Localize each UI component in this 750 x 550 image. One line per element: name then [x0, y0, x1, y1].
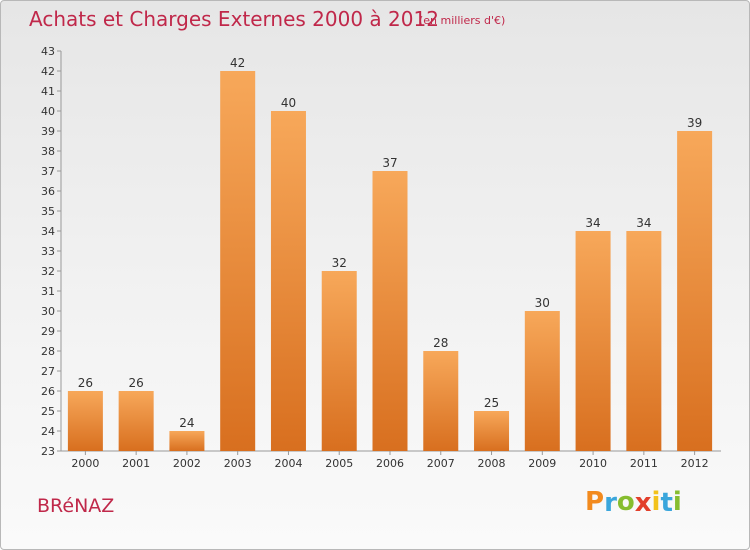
bar [270, 111, 306, 451]
bar-value-label: 32 [332, 256, 347, 270]
y-tick-label: 24 [41, 425, 55, 438]
y-tick-label: 29 [41, 325, 55, 338]
y-tick-label: 25 [41, 405, 55, 418]
y-tick-label: 39 [41, 125, 55, 138]
x-tick-label: 2008 [478, 457, 506, 470]
bar [169, 431, 205, 451]
y-tick-label: 37 [41, 165, 55, 178]
logo-letter: i [651, 487, 661, 517]
x-tick-label: 2011 [630, 457, 658, 470]
logo-letter: r [604, 488, 617, 518]
bar [372, 171, 408, 451]
bar [575, 231, 611, 451]
x-tick-label: 2012 [681, 457, 709, 470]
logo-letter: i [672, 487, 682, 517]
bar [524, 311, 560, 451]
proxiti-logo: Proxiti [585, 487, 682, 518]
y-tick-label: 41 [41, 85, 55, 98]
y-tick-label: 34 [41, 225, 55, 238]
x-tick-label: 2000 [71, 457, 99, 470]
y-tick-label: 42 [41, 65, 55, 78]
x-tick-label: 2003 [224, 457, 252, 470]
y-tick-label: 33 [41, 245, 55, 258]
y-tick-label: 28 [41, 345, 55, 358]
bar-value-label: 25 [484, 396, 499, 410]
y-tick-label: 38 [41, 145, 55, 158]
x-tick-label: 2006 [376, 457, 404, 470]
bar-value-label: 37 [382, 156, 397, 170]
bar-value-label: 26 [78, 376, 93, 390]
bar-value-label: 42 [230, 56, 245, 70]
bars-group [67, 71, 713, 451]
y-tick-label: 30 [41, 305, 55, 318]
y-tick-label: 36 [41, 185, 55, 198]
bar [626, 231, 662, 451]
logo-letter: t [660, 488, 673, 518]
y-tick-label: 32 [41, 265, 55, 278]
y-tick-label: 23 [41, 445, 55, 458]
bar-value-label: 26 [129, 376, 144, 390]
bar-value-label: 40 [281, 96, 296, 110]
x-tick-label: 2007 [427, 457, 455, 470]
y-tick-label: 43 [41, 45, 55, 58]
bar-value-label: 28 [433, 336, 448, 350]
bar [220, 71, 256, 451]
y-tick-label: 27 [41, 365, 55, 378]
x-tick-label: 2001 [122, 457, 150, 470]
y-tick-label: 31 [41, 285, 55, 298]
bar-value-label: 30 [535, 296, 550, 310]
bar-value-label: 34 [585, 216, 600, 230]
x-tick-label: 2002 [173, 457, 201, 470]
bar [321, 271, 357, 451]
logo-letter: x [634, 488, 652, 518]
logo-letter: o [616, 487, 635, 517]
y-tick-label: 26 [41, 385, 55, 398]
bar [423, 351, 459, 451]
bar-value-label: 34 [636, 216, 651, 230]
y-tick-label: 40 [41, 105, 55, 118]
x-tick-label: 2009 [528, 457, 556, 470]
x-tick-label: 2010 [579, 457, 607, 470]
chart-title: Achats et Charges Externes 2000 à 2012 [29, 7, 439, 31]
data-labels-group: 26 26 24 42 40 32 37 28 25 30 34 34 39 [78, 56, 703, 430]
y-tick-label: 35 [41, 205, 55, 218]
chart-unit-label: (en milliers d'€) [419, 14, 506, 27]
bar [118, 391, 154, 451]
x-tick-label: 2005 [325, 457, 353, 470]
axes: 23 24 25 26 27 28 29 30 31 32 33 34 35 36 37 38 39 40 41 42… [41, 45, 721, 470]
bar [677, 131, 713, 451]
bar [67, 391, 103, 451]
bar [474, 411, 510, 451]
x-tick-label: 2004 [274, 457, 302, 470]
place-name: BRéNAZ [37, 495, 115, 517]
bar-value-label: 39 [687, 116, 702, 130]
logo-letter: P [585, 487, 605, 517]
bar-value-label: 24 [179, 416, 194, 430]
